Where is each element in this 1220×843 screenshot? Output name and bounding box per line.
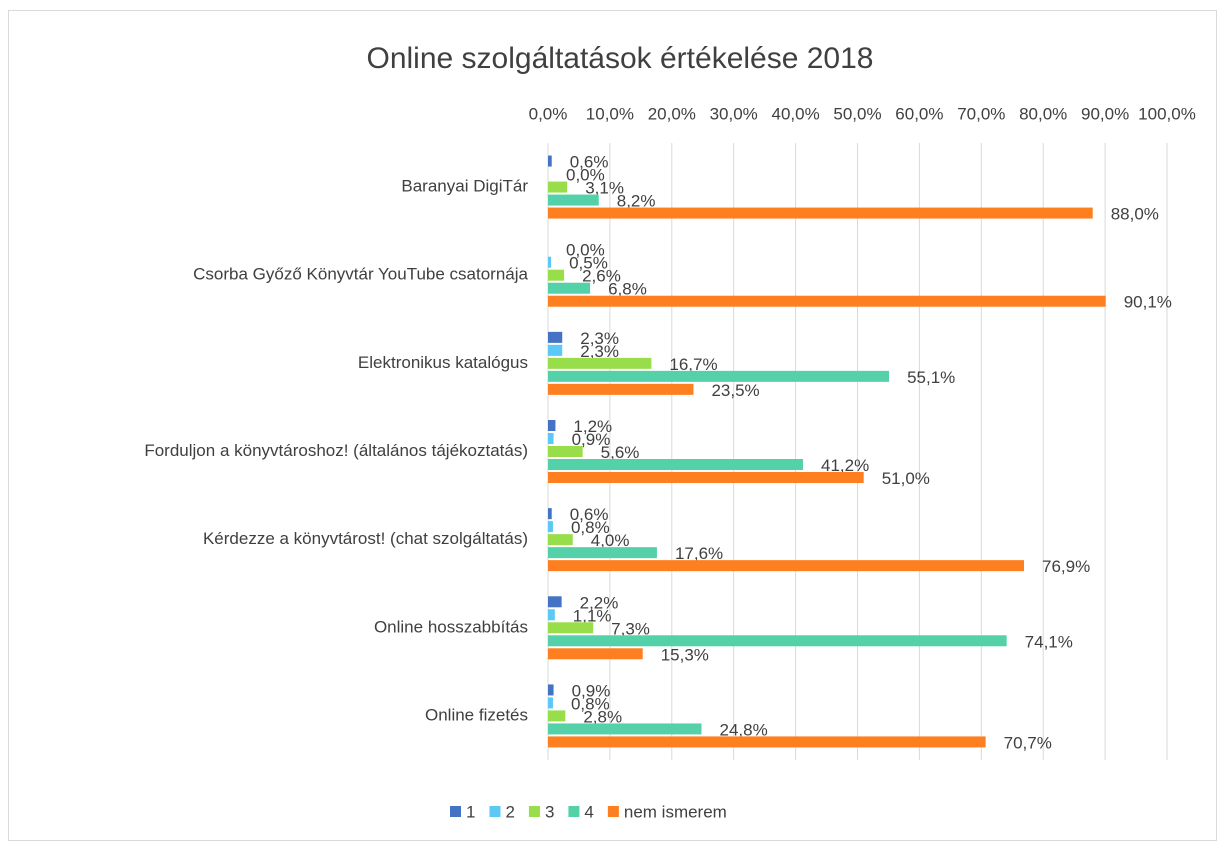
bar (548, 547, 657, 559)
bar (548, 282, 591, 294)
data-label: 55,1% (907, 368, 955, 387)
data-label: 17,6% (675, 544, 723, 563)
bar (548, 383, 694, 395)
data-label: 0,9% (572, 681, 611, 700)
bar (548, 521, 553, 533)
data-label: 24,8% (720, 720, 768, 739)
bar (548, 648, 643, 660)
bar (548, 622, 594, 634)
bar (548, 534, 573, 546)
data-label: 74,1% (1025, 632, 1073, 651)
y-tick-label: Online hosszabbítás (374, 617, 528, 636)
y-tick-label: Online fizetés (425, 705, 528, 724)
data-label: 0,0% (566, 241, 605, 260)
data-label: 5,6% (601, 443, 640, 462)
data-label: 1,1% (573, 606, 612, 625)
y-tick-label: Elektronikus katalógus (358, 353, 528, 372)
bar (548, 472, 864, 483)
bar (548, 194, 599, 206)
y-tick-label: Kérdezze a könyvtárost! (chat szolgáltat… (203, 529, 528, 548)
legend-label: 4 (584, 802, 593, 821)
bar (548, 269, 565, 281)
data-label: 0,6% (570, 153, 609, 172)
bar (548, 635, 1007, 647)
data-label: 4,0% (591, 531, 630, 550)
x-tick-label: 60,0% (895, 104, 943, 123)
bar (548, 207, 1093, 219)
bar (548, 370, 890, 382)
bar (548, 560, 1025, 572)
bar (548, 723, 702, 735)
x-tick-label: 80,0% (1019, 104, 1067, 123)
chart-title: Online szolgáltatások értékelése 2018 (367, 42, 874, 75)
legend-label: nem ismerem (624, 802, 727, 821)
data-label: 1,2% (573, 417, 612, 436)
x-tick-label: 40,0% (771, 104, 819, 123)
bar (548, 357, 652, 369)
data-label: 3,1% (585, 179, 624, 198)
data-label: 7,3% (611, 619, 650, 638)
x-tick-label: 100,0% (1138, 104, 1196, 123)
bar (548, 420, 556, 431)
data-label: 15,3% (661, 645, 709, 664)
bar (548, 295, 1106, 307)
bar (548, 459, 804, 470)
bar (548, 256, 552, 268)
bar (548, 433, 554, 444)
x-tick-label: 90,0% (1081, 104, 1129, 123)
bar (548, 181, 568, 193)
bar (548, 736, 986, 748)
data-label: 70,7% (1004, 733, 1052, 752)
data-label: 41,2% (821, 456, 869, 475)
bar (548, 684, 554, 696)
data-label: 16,7% (669, 355, 717, 374)
bar (548, 331, 563, 343)
bar (548, 710, 566, 722)
legend-swatch (489, 806, 501, 817)
bar (548, 697, 553, 709)
data-label: 2,6% (582, 267, 621, 286)
legend-label: 2 (505, 802, 514, 821)
data-label: 0,5% (569, 254, 608, 273)
data-label: 51,0% (882, 469, 930, 488)
x-tick-label: 10,0% (586, 104, 634, 123)
legend-swatch (528, 806, 540, 817)
y-tick-label: Forduljon a könyvtároshoz! (általános tá… (144, 441, 528, 460)
data-label: 0,0% (566, 166, 605, 185)
bar (548, 446, 583, 457)
x-tick-label: 0,0% (529, 104, 568, 123)
y-tick-label: Csorba Győző Könyvtár YouTube csatornája (193, 265, 528, 284)
legend-swatch (450, 806, 461, 817)
legend-label: 1 (466, 802, 475, 821)
data-label: 0,8% (571, 694, 610, 713)
data-label: 0,6% (570, 505, 609, 524)
legend-swatch (607, 806, 619, 817)
bar (548, 596, 562, 608)
y-tick-label: Baranyai DigiTár (401, 177, 528, 196)
data-label: 88,0% (1111, 205, 1159, 224)
x-tick-label: 50,0% (833, 104, 881, 123)
bar (548, 609, 555, 621)
legend-swatch (568, 806, 580, 817)
x-tick-label: 20,0% (648, 104, 696, 123)
data-label: 76,9% (1042, 557, 1090, 576)
x-tick-label: 70,0% (957, 104, 1005, 123)
data-label: 2,2% (580, 593, 619, 612)
bar (548, 508, 552, 520)
data-label: 90,1% (1124, 293, 1172, 312)
data-label: 0,8% (571, 518, 610, 537)
x-tick-label: 30,0% (710, 104, 758, 123)
data-label: 0,9% (572, 430, 611, 449)
bar (548, 155, 552, 167)
data-label: 2,3% (580, 342, 619, 361)
data-label: 6,8% (608, 280, 647, 299)
data-label: 23,5% (711, 381, 759, 400)
chart-border (8, 10, 1217, 841)
bar (548, 344, 563, 356)
legend-label: 3 (545, 802, 554, 821)
data-label: 8,2% (617, 192, 656, 211)
data-label: 2,3% (580, 329, 619, 348)
data-label: 2,8% (583, 707, 622, 726)
